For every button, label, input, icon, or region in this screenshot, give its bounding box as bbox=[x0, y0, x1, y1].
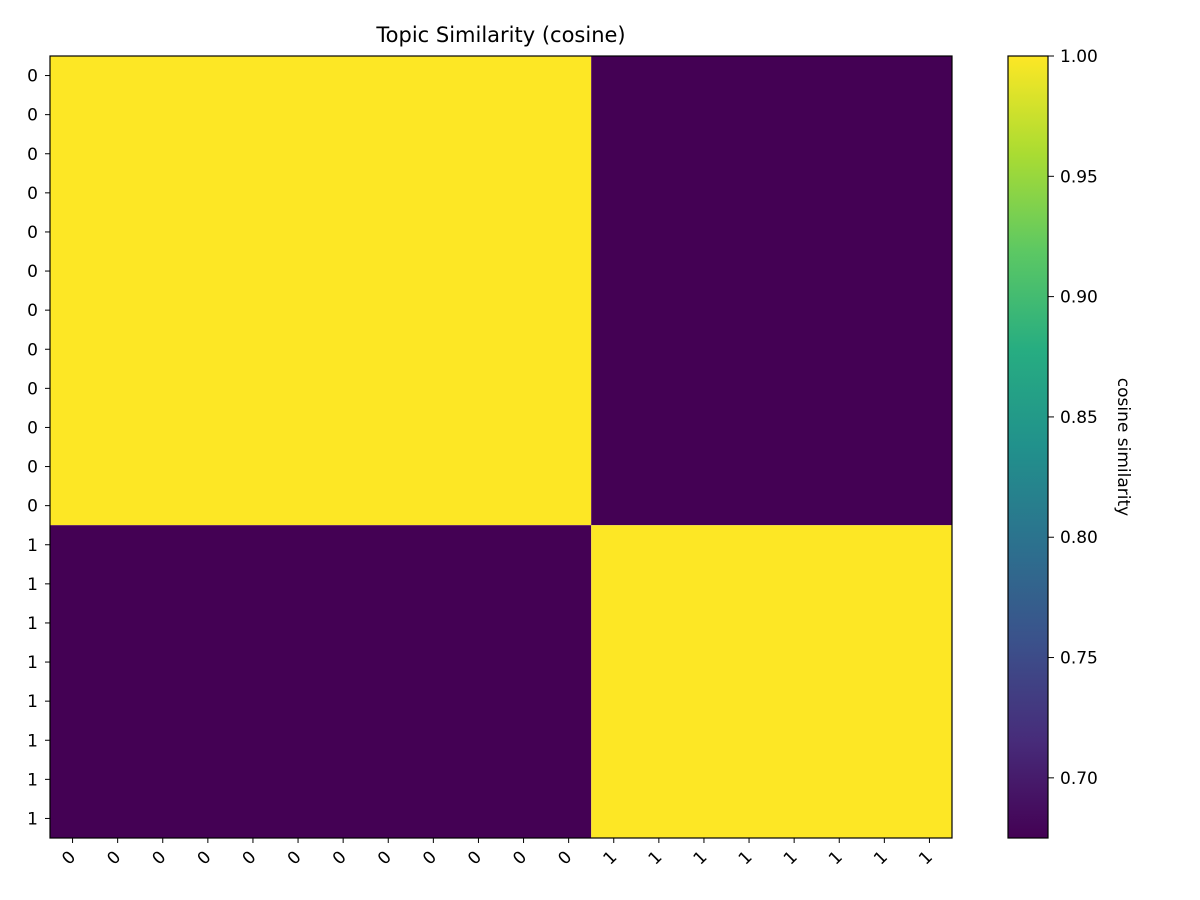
row-tick-label: 1 bbox=[27, 575, 38, 595]
column-tick-label: 0 bbox=[329, 847, 351, 869]
column-tick-label: 0 bbox=[509, 847, 531, 869]
column-tick-label: 0 bbox=[103, 847, 125, 869]
colorbar-tick-label: 0.80 bbox=[1060, 528, 1098, 548]
row-tick-label: 0 bbox=[27, 458, 38, 478]
colorbar-tick-label: 0.70 bbox=[1060, 769, 1098, 789]
row-tick-label: 1 bbox=[27, 809, 38, 829]
plot-frame bbox=[49, 55, 953, 839]
row-tick-label: 1 bbox=[27, 653, 38, 673]
heatmap-block-1 bbox=[591, 56, 952, 526]
column-tick-label: 0 bbox=[374, 847, 396, 869]
heatmap-block-0 bbox=[50, 56, 592, 526]
colorbar bbox=[1007, 55, 1049, 839]
column-tick-label: 0 bbox=[58, 847, 80, 869]
column-tick-label: 1 bbox=[690, 847, 712, 869]
column-tick-label: 0 bbox=[194, 847, 216, 869]
heatmap-block-2 bbox=[50, 525, 592, 838]
row-tick-label: 1 bbox=[27, 692, 38, 712]
column-tick-label: 0 bbox=[554, 847, 576, 869]
row-tick-label: 1 bbox=[27, 614, 38, 634]
row-tick-label: 0 bbox=[27, 67, 38, 87]
colorbar-tick-label: 0.95 bbox=[1060, 167, 1098, 187]
row-tick-label: 0 bbox=[27, 106, 38, 126]
row-tick-label: 0 bbox=[27, 184, 38, 204]
column-tick-label: 1 bbox=[915, 847, 937, 869]
row-tick-label: 0 bbox=[27, 379, 38, 399]
colorbar-tick-label: 1.00 bbox=[1060, 47, 1098, 67]
row-tick-label: 0 bbox=[27, 301, 38, 321]
row-tick-label: 1 bbox=[27, 770, 38, 790]
column-tick-label: 0 bbox=[148, 847, 170, 869]
colorbar-ticks: 0.70 0.75 0.80 0.85 0.90 0.95 1.00 bbox=[1048, 47, 1098, 789]
colorbar-tick-label: 0.90 bbox=[1060, 288, 1098, 308]
column-tick-label: 1 bbox=[870, 847, 892, 869]
row-tick-label: 1 bbox=[27, 536, 38, 556]
column-tick-label: 1 bbox=[645, 847, 667, 869]
chart-title: Topic Similarity (cosine) bbox=[375, 23, 625, 47]
colorbar-tick-label: 0.85 bbox=[1060, 408, 1098, 428]
heatmap-block-3 bbox=[591, 525, 952, 838]
colorbar-tick-label: 0.75 bbox=[1060, 649, 1098, 669]
column-tick-labels: 0 0 0 0 0 0 0 0 0 0 0 0 1 1 1 1 1 1 1 1 bbox=[58, 838, 937, 869]
column-tick-label: 0 bbox=[464, 847, 486, 869]
row-tick-label: 0 bbox=[27, 262, 38, 282]
row-tick-label: 1 bbox=[27, 731, 38, 751]
column-tick-label: 1 bbox=[599, 847, 621, 869]
column-tick-label: 0 bbox=[419, 847, 441, 869]
column-tick-label: 1 bbox=[825, 847, 847, 869]
column-tick-label: 0 bbox=[284, 847, 306, 869]
row-tick-label: 0 bbox=[27, 145, 38, 165]
row-tick-label: 0 bbox=[27, 418, 38, 438]
column-tick-label: 0 bbox=[239, 847, 261, 869]
row-tick-labels: 0 0 0 0 0 0 0 0 0 0 0 0 1 1 1 1 1 1 1 1 bbox=[27, 67, 50, 829]
heatmap-cells bbox=[50, 56, 952, 838]
row-tick-label: 0 bbox=[27, 340, 38, 360]
column-tick-label: 1 bbox=[780, 847, 802, 869]
column-tick-label: 1 bbox=[735, 847, 757, 869]
row-tick-label: 0 bbox=[27, 497, 38, 517]
colorbar-label: cosine similarity bbox=[1113, 378, 1133, 516]
row-tick-label: 0 bbox=[27, 223, 38, 243]
